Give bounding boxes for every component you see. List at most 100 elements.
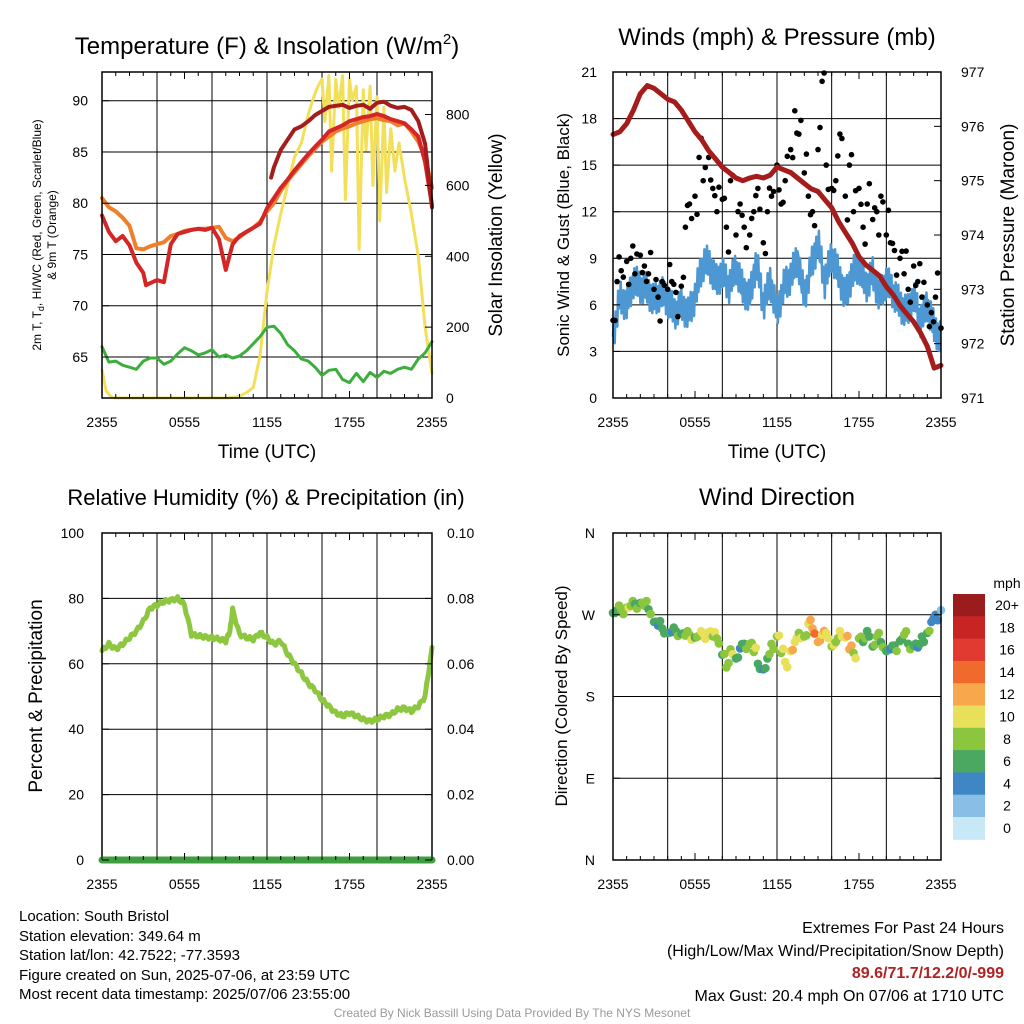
y-tick-label: 80 bbox=[72, 195, 88, 211]
gust-point bbox=[823, 162, 829, 168]
direction-point bbox=[901, 627, 911, 636]
gust-point bbox=[805, 193, 812, 199]
gust-point bbox=[910, 263, 917, 269]
gust-point bbox=[874, 208, 880, 215]
gust-point bbox=[655, 294, 661, 300]
gust-point bbox=[876, 232, 882, 238]
gust-point bbox=[866, 180, 873, 187]
gust-point bbox=[735, 208, 741, 215]
y-tick-label: 20 bbox=[68, 787, 84, 803]
gust-point bbox=[930, 319, 937, 325]
gust-point bbox=[850, 208, 857, 215]
y-tick-label: E bbox=[586, 770, 595, 786]
y2-tick-label: 973 bbox=[961, 281, 985, 297]
x-tick-label: 1155 bbox=[252, 876, 282, 892]
gust-point bbox=[686, 201, 693, 207]
direction-point bbox=[892, 646, 901, 656]
gust-point bbox=[811, 222, 818, 229]
y-tick-label: 80 bbox=[68, 590, 84, 606]
panel-4 bbox=[612, 532, 942, 861]
gust-point bbox=[682, 224, 689, 230]
gust-point bbox=[710, 185, 716, 192]
y-tick-label: W bbox=[582, 607, 596, 623]
gust-point bbox=[905, 286, 911, 293]
gust-point bbox=[833, 177, 839, 184]
gust-point bbox=[932, 294, 939, 300]
gust-point bbox=[696, 154, 702, 161]
x-tick-label: 1155 bbox=[252, 414, 282, 430]
y-tick-label: 100 bbox=[61, 525, 85, 541]
colorbar-label: 4 bbox=[1003, 775, 1011, 791]
direction-point bbox=[806, 615, 815, 625]
y-tick-label: 18 bbox=[581, 111, 597, 127]
gust-point bbox=[673, 289, 679, 296]
gust-point bbox=[645, 271, 652, 277]
y2-tick-label: 0.04 bbox=[447, 721, 474, 737]
gust-point bbox=[837, 131, 843, 137]
direction-point bbox=[751, 643, 761, 653]
direction-point bbox=[724, 658, 733, 668]
series-line-sonic-wind bbox=[611, 229, 942, 353]
gust-point bbox=[784, 153, 791, 160]
gust-point bbox=[842, 193, 849, 199]
y2-tick-label: 971 bbox=[961, 390, 985, 406]
direction-point bbox=[847, 641, 856, 650]
y-axis-label-part: , HI/WC (Red, Green, Scarlet/Blue) bbox=[30, 119, 44, 306]
gust-point bbox=[725, 249, 732, 255]
y-tick-label: 60 bbox=[68, 656, 84, 672]
gust-point bbox=[885, 207, 892, 214]
gust-point bbox=[643, 278, 650, 285]
gust-point bbox=[819, 78, 825, 85]
y2-tick-label: 600 bbox=[446, 177, 470, 193]
colorbar-swatch bbox=[953, 817, 985, 840]
direction-point bbox=[646, 609, 655, 619]
gust-point bbox=[702, 164, 709, 171]
gust-point bbox=[746, 232, 753, 238]
series-line-station-pressure bbox=[610, 83, 944, 371]
y-tick-label: 9 bbox=[589, 250, 597, 266]
gust-point bbox=[776, 187, 782, 193]
gust-point bbox=[755, 185, 761, 192]
gust-point bbox=[780, 199, 786, 206]
y2-tick-label: 976 bbox=[961, 118, 985, 134]
gust-point bbox=[688, 215, 695, 222]
direction-point bbox=[761, 663, 770, 673]
direction-point bbox=[925, 626, 934, 636]
gust-point bbox=[741, 224, 747, 230]
gust-point bbox=[639, 269, 646, 276]
colorbar-swatch bbox=[953, 727, 985, 751]
y2-tick-label: 975 bbox=[961, 173, 985, 189]
gust-point bbox=[700, 177, 706, 184]
y-tick-label: 21 bbox=[581, 64, 597, 80]
gust-point bbox=[680, 274, 687, 281]
x-tick-label: 1755 bbox=[843, 414, 874, 430]
y2-tick-label: 0 bbox=[446, 390, 454, 406]
gust-point bbox=[712, 192, 718, 199]
x-tick-label: 2355 bbox=[416, 876, 447, 892]
direction-point bbox=[655, 616, 665, 626]
y-tick-label: 40 bbox=[68, 721, 84, 737]
x-axis-label: Time (UTC) bbox=[218, 442, 317, 463]
y2-tick-label: 200 bbox=[446, 319, 470, 335]
y-tick-label: 85 bbox=[72, 144, 88, 160]
gust-point bbox=[721, 195, 728, 202]
x-tick-label: 1155 bbox=[762, 876, 792, 892]
gust-point bbox=[924, 302, 931, 308]
gust-point bbox=[666, 261, 673, 268]
gust-point bbox=[616, 254, 622, 260]
extremes-title: Extremes For Past 24 Hours bbox=[802, 920, 1004, 937]
gust-point bbox=[907, 299, 914, 306]
gust-point bbox=[641, 263, 648, 269]
station-info: Location: South Bristol Station elevatio… bbox=[19, 907, 350, 1005]
chart-title: Relative Humidity (%) & Precipitation (i… bbox=[67, 485, 464, 510]
gust-point bbox=[733, 232, 739, 238]
colorbar-unit: mph bbox=[993, 575, 1020, 591]
extremes-values: 89.6/71.7/12.2/0/-999 bbox=[851, 965, 1004, 983]
y2-tick-label: 972 bbox=[961, 336, 985, 352]
y-axis-label: 2m T, Td, HI/WC (Red, Green, Scarlet/Blu… bbox=[30, 119, 46, 350]
x-axis-label: Time (UTC) bbox=[728, 442, 827, 463]
gust-point bbox=[618, 267, 624, 274]
chart-title-main: Temperature (F) & Insolation (W/m bbox=[75, 33, 443, 60]
colorbar-label: 16 bbox=[999, 642, 1015, 658]
